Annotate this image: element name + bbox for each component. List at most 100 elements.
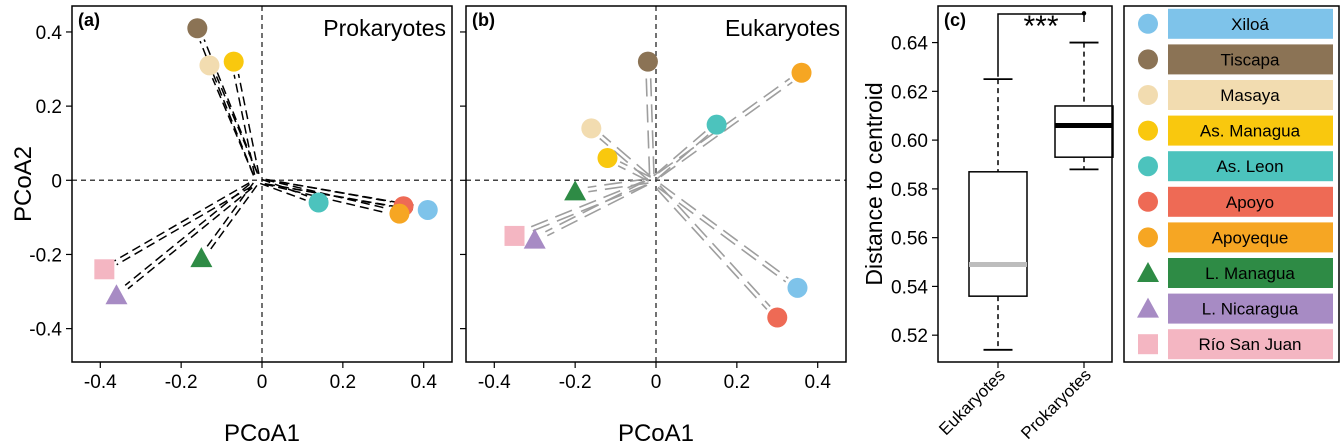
spider-line <box>544 180 646 233</box>
x-tick-label: -0.2 <box>559 372 592 393</box>
spider-line <box>659 185 771 307</box>
box-prokaryotes <box>1054 11 1114 171</box>
point-as-managua <box>597 148 618 169</box>
spider-line <box>527 184 647 234</box>
legend-swatch-masaya <box>1168 80 1333 110</box>
spider-line <box>645 74 651 175</box>
legend-label-l-nicaragua: L. Nicaragua <box>1202 300 1299 319</box>
x-axis-label: PCoA1 <box>224 420 300 447</box>
box-eukaryotes <box>968 78 1028 351</box>
legend-label-apoyeque: Apoyeque <box>1212 228 1289 247</box>
point-xilo- <box>787 277 808 298</box>
legend-marker-l-nicaragua <box>1137 297 1159 318</box>
legend-label-masaya: Masaya <box>1220 86 1280 105</box>
spider-line <box>114 182 250 262</box>
spider-line <box>233 74 256 175</box>
legend-marker-tiscapa <box>1138 49 1158 70</box>
legend-marker-apoyo <box>1138 191 1158 212</box>
point-r-o-san-juan <box>504 225 525 246</box>
legend-swatch-apoyeque <box>1168 222 1333 253</box>
spider-line <box>265 178 392 203</box>
y-tick-label: 0.52 <box>891 326 928 347</box>
point-as-leon <box>308 192 329 213</box>
point-apoyeque <box>389 203 410 224</box>
point-l-nicaragua <box>523 228 546 249</box>
y-tick-label: 0.2 <box>36 97 62 118</box>
point-xilo- <box>417 199 438 220</box>
point-l-managua <box>190 247 213 268</box>
point-r-o-san-juan <box>94 259 115 280</box>
spider-line <box>127 187 253 290</box>
y-axis-label: Distance to centroid <box>861 82 887 285</box>
legend-swatch-xilo- <box>1168 8 1333 39</box>
legend: Xiloá Tiscapa Masaya As. Managua As. Leon Apo… <box>1123 5 1340 363</box>
spider-line <box>660 81 793 178</box>
point-as-managua <box>223 51 244 72</box>
x-tick-label: -0.4 <box>478 372 511 393</box>
point-apoyeque <box>791 62 812 83</box>
x-tick-label: 0 <box>257 372 268 393</box>
spider-line <box>259 182 306 201</box>
spider-line <box>237 73 260 175</box>
point-apoyo <box>767 307 788 328</box>
legend-label-l-managua: L. Managua <box>1205 264 1295 283</box>
y-tick-label: 0.58 <box>891 180 928 201</box>
spider-line <box>599 137 649 180</box>
panel-a-prokaryotes-pcoa: -0.4 -0.2 0 0.2 0.4 0.4 0.2 0 -0.2 -0.4 (a) Prokary… <box>10 5 453 447</box>
iqr-box <box>1054 105 1114 158</box>
legend-swatch-as-leon <box>1168 151 1333 182</box>
panel-title: Prokaryotes <box>323 15 446 41</box>
y-tick-label: 0.62 <box>891 82 928 103</box>
legend-marker-apoyeque <box>1138 227 1158 248</box>
y-tick-label: 0.54 <box>891 277 928 298</box>
legend-marker-xilo- <box>1138 13 1158 34</box>
y-tick-label: 0.56 <box>891 229 928 250</box>
point-tiscapa <box>187 18 208 39</box>
legend-swatch-as-managua <box>1168 115 1333 146</box>
panel-label: (b) <box>472 10 495 30</box>
legend-frame <box>1123 5 1340 363</box>
x-axis-label: PCoA1 <box>618 420 694 447</box>
x-tick-label: -0.2 <box>165 372 198 393</box>
panel-b-eukaryotes-pcoa: -0.4 -0.2 0 0.2 0.4 (b) Eukaryotes PCoA1 <box>460 5 847 447</box>
legend-swatch-tiscapa <box>1168 44 1333 75</box>
spider-line <box>619 161 652 178</box>
legend-label-apoyo: Apoyo <box>1226 193 1274 212</box>
spider-line <box>546 184 648 237</box>
point-masaya <box>581 118 602 139</box>
y-tick-label: 0 <box>51 171 62 192</box>
spider-line <box>116 185 252 266</box>
y-tick-label: 0.4 <box>36 23 63 44</box>
y-tick-label: -0.2 <box>29 245 62 266</box>
legend-marker-masaya <box>1138 85 1158 105</box>
spider-line <box>653 130 706 177</box>
panel-c-boxplot: Eukaryotes Prokaryotes *** 0.52 0.54 0.56 0.58… <box>861 5 1114 443</box>
legend-label-xilo-: Xiloá <box>1231 15 1269 34</box>
x-tick-label: -0.4 <box>84 372 117 393</box>
x-tick-label: 0.2 <box>330 372 356 393</box>
x-tick-label: Eukaryotes <box>935 365 1009 439</box>
x-tick-label: 0.2 <box>724 372 750 393</box>
spider-line <box>602 134 651 177</box>
spider-line <box>261 178 308 197</box>
legend-label-as-managua: As. Managua <box>1200 122 1301 141</box>
x-tick-label: 0.4 <box>410 372 437 393</box>
spider-line <box>587 177 648 189</box>
spider-line <box>124 183 250 286</box>
spider-line <box>265 179 388 210</box>
legend-label-as-leon: As. Leon <box>1216 157 1283 176</box>
legend-marker-r-o-san-juan <box>1138 334 1158 355</box>
point-l-managua <box>564 180 587 201</box>
legend-marker-as-leon <box>1138 156 1158 177</box>
panel-title: Eukaryotes <box>725 15 840 41</box>
legend-marker-as-managua <box>1138 120 1158 141</box>
legend-swatch-l-nicaragua <box>1168 293 1333 324</box>
legend-swatch-l-managua <box>1168 258 1333 288</box>
spider-line <box>210 185 258 250</box>
y-axis-label: PCoA2 <box>10 146 37 222</box>
point-l-nicaragua <box>105 284 128 305</box>
iqr-box <box>968 171 1028 297</box>
x-tick-label: Prokaryotes <box>1017 365 1095 443</box>
plot-frame <box>937 5 1113 363</box>
